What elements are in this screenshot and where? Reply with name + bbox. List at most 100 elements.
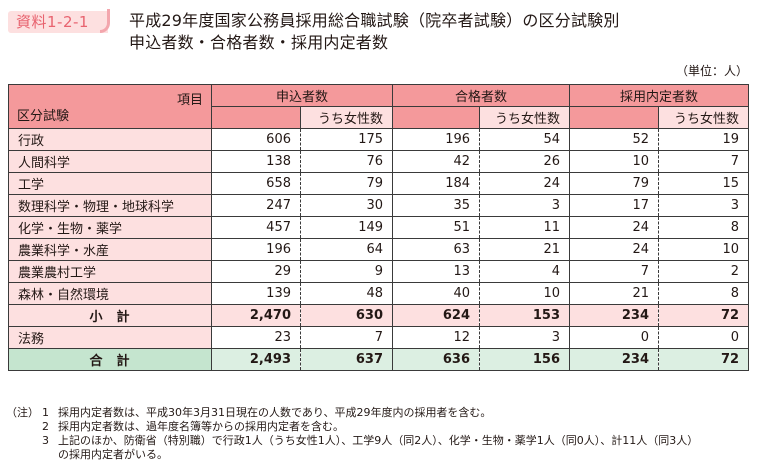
corner-top-label: 項目: [176, 93, 203, 108]
footnote-text: 上記のほか、防衛省（特別職）で行政1人（うち女性1人）、工学9人（同2人）、化学…: [58, 434, 699, 447]
cell-applicants: 23: [211, 326, 301, 349]
cell-offers: 79: [569, 172, 660, 195]
cell-passed: 12: [392, 326, 481, 349]
title-line-1: 平成29年度国家公務員採用総合職試験（院卒者試験）の区分試験別: [129, 11, 620, 30]
footnote-item: 3 上記のほか、防衛省（特別職）で行政1人（うち女性1人）、工学9人（同2人）、…: [6, 434, 698, 448]
cell-applicants: 658: [211, 172, 301, 195]
cell-applicants-female: 175: [299, 128, 394, 151]
header-row-sub: うち女性数 うち女性数 うち女性数: [9, 106, 750, 129]
cell-offers: 24: [569, 216, 660, 239]
cell-offers: 234: [569, 348, 660, 371]
footnote-number: 1: [42, 406, 49, 419]
cell-offers: 10: [569, 150, 660, 173]
total-label: 合計: [8, 348, 212, 371]
cell-offers: 21: [569, 282, 660, 305]
cell-applicants-female: 637: [299, 348, 394, 371]
cell-offers: 52: [569, 128, 660, 151]
row-label: 数理科学・物理・地球科学: [8, 194, 212, 217]
cell-offers: 0: [569, 326, 660, 349]
cell-applicants: 138: [211, 150, 301, 173]
cell-applicants-female: 630: [299, 304, 394, 327]
cell-offers-female: 10: [658, 238, 750, 261]
offers-female-header: うち女性数: [658, 106, 750, 129]
cell-offers: 24: [569, 238, 660, 261]
cell-applicants: 2,493: [211, 348, 301, 371]
table-row: 数理科学・物理・地球科学 247 30 35 3 17 3: [8, 194, 750, 217]
cell-applicants: 29: [211, 260, 301, 283]
cell-offers: 17: [569, 194, 660, 217]
passed-female-header: うち女性数: [479, 106, 571, 129]
cell-applicants-female: 30: [299, 194, 394, 217]
unit-label: （単位：人）: [675, 64, 748, 78]
cell-passed: 63: [392, 238, 481, 261]
cell-offers-female: 72: [658, 348, 750, 371]
footnote-text: 採用内定者数は、過年度名簿等からの採用内定者を含む。: [58, 420, 344, 433]
cell-applicants-female: 79: [299, 172, 394, 195]
subtotal-row: 小計 2,470 630 624 153 234 72: [8, 304, 750, 327]
row-label: 人間科学: [8, 150, 212, 173]
cell-applicants-female: 48: [299, 282, 394, 305]
cell-passed-female: 10: [479, 282, 571, 305]
footnote-item: （注） 1 採用内定者数は、平成30年3月31日現在の人数であり、平成29年度内…: [6, 406, 698, 420]
header-row-groups: 項目 区分試験 申込者数 合格者数 採用内定者数: [8, 84, 750, 129]
cell-applicants-female: 149: [299, 216, 394, 239]
cell-passed: 196: [392, 128, 481, 151]
cell-offers-female: 0: [658, 326, 750, 349]
cell-passed: 13: [392, 260, 481, 283]
cell-passed-female: 24: [479, 172, 571, 195]
cell-offers-female: 8: [658, 216, 750, 239]
table-row: 化学・生物・薬学 457 149 51 11 24 8: [8, 216, 750, 239]
corner-header-cell: 項目 区分試験: [8, 84, 212, 129]
footnotes: （注） 1 採用内定者数は、平成30年3月31日現在の人数であり、平成29年度内…: [6, 406, 698, 462]
cell-applicants: 606: [211, 128, 301, 151]
cell-passed-female: 54: [479, 128, 571, 151]
cell-offers-female: 72: [658, 304, 750, 327]
footnote-number: 3: [42, 434, 49, 447]
table-row: 森林・自然環境 139 48 40 10 21 8: [8, 282, 750, 305]
row-label: 法務: [8, 326, 212, 349]
cell-applicants: 196: [211, 238, 301, 261]
group-header-offers: 採用内定者数: [569, 84, 750, 107]
table-row: 農業農村工学 29 9 13 4 7 2: [8, 260, 750, 283]
row-label: 行政: [8, 128, 212, 151]
cell-passed-female: 3: [479, 194, 571, 217]
document-header: 資料1-2-1 平成29年度国家公務員採用総合職試験（院卒者試験）の区分試験別 …: [0, 0, 760, 78]
footnote-item: 2 採用内定者数は、過年度名簿等からの採用内定者を含む。: [6, 420, 698, 434]
cell-passed: 184: [392, 172, 481, 195]
cell-applicants-female: 76: [299, 150, 394, 173]
cell-passed: 35: [392, 194, 481, 217]
table-row-law: 法務 23 7 12 3 0 0: [8, 326, 750, 349]
cell-offers-female: 19: [658, 128, 750, 151]
cell-offers-female: 3: [658, 194, 750, 217]
cell-applicants-female: 64: [299, 238, 394, 261]
cell-applicants: 2,470: [211, 304, 301, 327]
row-label: 工学: [8, 172, 212, 195]
cell-offers: 234: [569, 304, 660, 327]
badge-tail-decoration: [100, 9, 110, 33]
cell-passed: 636: [392, 348, 481, 371]
cell-passed-female: 3: [479, 326, 571, 349]
row-label: 農業農村工学: [8, 260, 212, 283]
cell-passed: 51: [392, 216, 481, 239]
cell-passed-female: 4: [479, 260, 571, 283]
offers-total-header: [569, 106, 660, 129]
cell-offers-female: 15: [658, 172, 750, 195]
cell-passed: 40: [392, 282, 481, 305]
table-row: 人間科学 138 76 42 26 10 7: [8, 150, 750, 173]
cell-applicants: 139: [211, 282, 301, 305]
document-title: 平成29年度国家公務員採用総合職試験（院卒者試験）の区分試験別 申込者数・合格者…: [129, 10, 620, 54]
applicants-female-header: うち女性数: [299, 106, 394, 129]
cell-passed-female: 11: [479, 216, 571, 239]
cell-applicants: 247: [211, 194, 301, 217]
table-row: 工学 658 79 184 24 79 15: [8, 172, 750, 195]
row-label: 化学・生物・薬学: [8, 216, 212, 239]
cell-offers-female: 8: [658, 282, 750, 305]
footnote-prefix: （注）: [6, 406, 39, 419]
footnote-text: 採用内定者数は、平成30年3月31日現在の人数であり、平成29年度内の採用者を含…: [58, 406, 492, 419]
table-row: 農業科学・水産 196 64 63 21 24 10: [8, 238, 750, 261]
cell-offers: 7: [569, 260, 660, 283]
cell-offers-female: 7: [658, 150, 750, 173]
cell-applicants-female: 7: [299, 326, 394, 349]
cell-passed-female: 26: [479, 150, 571, 173]
row-label: 農業科学・水産: [8, 238, 212, 261]
